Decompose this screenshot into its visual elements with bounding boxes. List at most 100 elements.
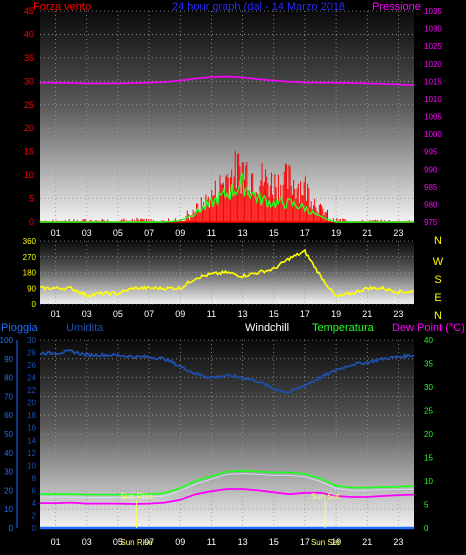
rain-tick-label: 10 [4,505,13,514]
hour-tick-label: 11 [207,228,216,238]
temperature-label: Temperatura [312,322,375,334]
hour-tick-label: 09 [175,228,185,238]
temperature-tick-label: 0 [424,524,429,533]
hour-tick-label: 01 [51,537,61,547]
left-tick-label: 15 [24,147,34,157]
sun-annotation: Sun Set [311,538,340,547]
sun-annotation: Sun Rise [120,492,153,501]
hour-tick-label: 11 [207,537,216,547]
left-axis-title: Forza vento [33,1,91,13]
humidity-tick-label: 24 [27,374,36,383]
humidity-tick-label: 12 [27,449,36,458]
hour-tick-label: 15 [269,309,279,319]
windchill-line [40,472,415,498]
hour-tick-label: 03 [82,537,92,547]
right-tick-label: 1020 [424,60,442,69]
temperature-tick-label: 40 [424,336,433,345]
humidity-tick-label: 10 [27,461,36,470]
compass-label: S [434,274,441,286]
rain-tick-label: 20 [4,486,13,495]
rain-tick-label: 100 [0,336,14,345]
hour-tick-label: 07 [144,309,154,319]
hour-tick-label: 05 [113,309,123,319]
hour-tick-label: 13 [238,309,248,319]
rain-tick-label: 70 [4,392,13,401]
rain-tick-label: 30 [4,468,13,477]
right-tick-label: 1025 [424,42,442,51]
wind-average-line [40,171,414,223]
hour-tick-label: 03 [82,228,92,238]
right-tick-label: 975 [424,218,438,227]
right-tick-label: 990 [424,165,438,174]
humidity-tick-label: 16 [27,424,36,433]
rain-tick-label: 40 [4,449,13,458]
left-tick-label: 25 [24,100,34,110]
hour-tick-label: 23 [393,537,403,547]
windchill-label: Windchill [245,322,289,334]
hour-tick-label: 21 [362,309,372,319]
temperature-tick-label: 15 [424,454,433,463]
right-tick-label: 985 [424,183,438,192]
temperature-tick-label: 25 [424,407,433,416]
humidity-tick-label: 30 [27,336,36,345]
compass-label: N [434,310,442,322]
compass-label: N [434,235,442,247]
direction-tick-label: 180 [23,269,37,278]
chart-title: 24 hour graph (dal - 14 Marzo 2018 [172,1,345,13]
hour-tick-label: 13 [238,537,248,547]
right-tick-label: 980 [424,200,438,209]
direction-tick-label: 360 [23,237,37,246]
sun-annotation: Sun Rise [120,538,153,547]
sun-annotation: Sun Set [311,492,340,501]
hour-tick-label: 15 [269,537,279,547]
direction-tick-label: 0 [32,300,37,309]
hour-tick-label: 01 [51,228,61,238]
right-tick-label: 1015 [424,77,442,86]
temperature-tick-label: 10 [424,477,433,486]
hour-tick-label: 09 [175,537,185,547]
hour-tick-label: 23 [393,228,403,238]
humidity-label: Umidita [66,322,104,334]
hour-tick-label: 23 [393,309,403,319]
hour-tick-label: 17 [300,228,310,238]
rain-label: Pioggia [1,322,39,334]
hour-tick-label: 17 [300,309,310,319]
humidity-tick-label: 18 [27,411,36,420]
right-tick-label: 995 [424,148,438,157]
temperature-tick-label: 35 [424,360,433,369]
rain-tick-label: 50 [4,430,13,439]
hour-tick-label: 21 [362,537,372,547]
temperature-line [40,469,415,496]
hour-tick-label: 13 [238,228,248,238]
left-tick-label: 0 [29,217,34,227]
rain-tick-label: 60 [4,411,13,420]
left-tick-label: 40 [24,29,34,39]
hour-tick-label: 07 [144,228,154,238]
left-tick-label: 5 [29,194,34,204]
right-tick-label: 1005 [424,113,442,122]
hour-tick-label: 07 [144,537,154,547]
direction-tick-label: 270 [23,253,37,262]
hour-tick-label: 19 [331,228,341,238]
humidity-tick-label: 14 [27,436,36,445]
hour-tick-label: 09 [175,309,185,319]
hour-tick-label: 05 [113,537,123,547]
humidity-tick-label: 4 [32,499,37,508]
hour-tick-label: 15 [269,228,279,238]
humidity-tick-label: 28 [27,349,36,358]
hour-tick-label: 19 [331,537,341,547]
left-tick-label: 45 [24,6,34,16]
pressure-line [40,75,415,86]
compass-label: E [434,292,441,304]
humidity-tick-label: 0 [32,524,37,533]
temperature-tick-label: 20 [424,430,433,439]
left-tick-label: 30 [24,76,34,86]
right-tick-label: 1030 [424,25,442,34]
rain-tick-label: 0 [9,524,14,533]
temperature-tick-label: 30 [424,383,433,392]
dewpoint-label: Dew Point (°C) [392,322,465,334]
humidity-tick-label: 20 [27,399,36,408]
humidity-tick-label: 26 [27,361,36,370]
temperature-tick-label: 5 [424,501,429,510]
wind-direction-line [39,248,415,298]
